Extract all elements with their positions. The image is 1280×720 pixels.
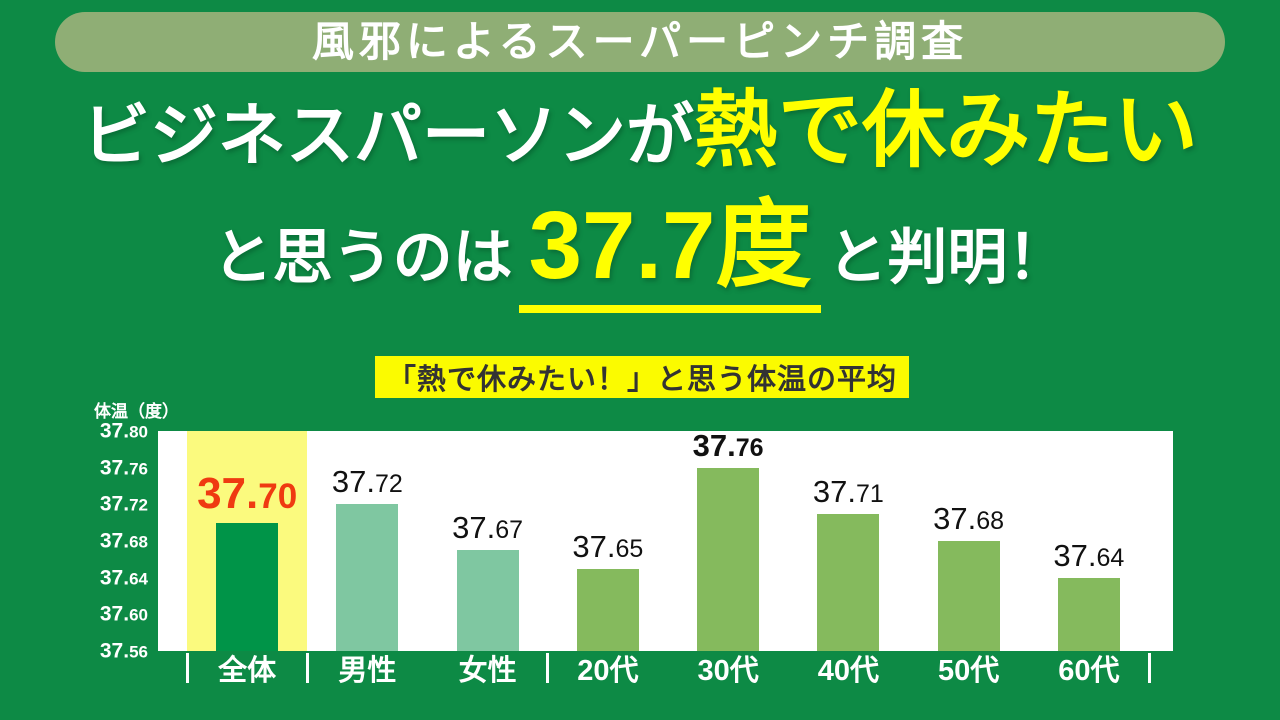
value-label-全体: 37.70 xyxy=(197,468,298,518)
survey-banner-label: 風邪によるスーパーピンチ調査 xyxy=(311,18,969,65)
headline-line2-post: と判明！ xyxy=(827,224,1068,291)
bar-60代 xyxy=(1057,577,1120,651)
x-axis-label-50代: 50代 xyxy=(937,655,1000,687)
bar-全体 xyxy=(216,522,279,651)
x-axis-label-女性: 女性 xyxy=(458,655,517,687)
y-axis-unit-label: 体温（度） xyxy=(94,402,179,421)
y-axis-labels: 37.80 37.76 37.72 37.68 37.64 37.60 37.56 xyxy=(0,421,148,662)
axis-group-tick xyxy=(546,653,550,683)
chart-column-40代: 37.71 xyxy=(788,431,908,651)
headline: ビジネスパーソンが熱で休みたい と思うのは 37.7度 と判明！ xyxy=(0,88,1280,313)
y-axis-tick-label: 37.76 xyxy=(99,456,148,480)
bars-zone: 37.70 37.72 37.67 37.65 37.76 37.71 37.68 37.64 xyxy=(187,427,1149,651)
y-axis-tick-label: 37.64 xyxy=(99,566,148,590)
value-label-女性: 37.67 xyxy=(452,510,524,546)
x-axis-label-30代: 30代 xyxy=(697,655,759,687)
x-axis-label-全体: 全体 xyxy=(218,655,277,687)
bar-50代 xyxy=(937,541,1000,651)
headline-line1-highlight: 熱で休みたい xyxy=(694,83,1199,177)
axis-group-tick xyxy=(1147,653,1151,683)
x-axis-label-20代: 20代 xyxy=(577,655,639,687)
chart-column-50代: 37.68 xyxy=(909,431,1029,651)
headline-line1-white: ビジネスパーソンが xyxy=(81,98,694,174)
bar-20代 xyxy=(576,568,639,651)
chart-column-全体: 37.70 xyxy=(187,431,308,651)
y-axis-tick-label: 37.72 xyxy=(99,492,148,516)
axis-group-tick xyxy=(305,653,309,683)
headline-line2-pre: と思うのは xyxy=(212,224,513,291)
x-axis-label-40代: 40代 xyxy=(817,655,879,687)
headline-temperature-value: 37.7度 xyxy=(518,192,822,313)
bar-40代 xyxy=(817,513,880,651)
x-axis-label-男性: 男性 xyxy=(338,655,397,687)
chart-column-女性: 37.67 xyxy=(428,431,548,651)
y-axis-tick-label: 37.60 xyxy=(99,602,148,626)
chart-column-男性: 37.72 xyxy=(307,431,427,651)
y-axis-tick-label: 37.80 xyxy=(99,419,148,443)
y-axis-tick-label: 37.68 xyxy=(99,529,148,553)
value-label-20代: 37.65 xyxy=(572,528,644,564)
bar-男性 xyxy=(336,504,399,651)
value-label-60代: 37.64 xyxy=(1053,537,1125,573)
axis-group-tick xyxy=(185,653,189,683)
value-label-40代: 37.71 xyxy=(812,473,884,509)
value-label-男性: 37.72 xyxy=(331,464,403,500)
headline-line1: ビジネスパーソンが熱で休みたい xyxy=(0,88,1280,172)
chart-column-30代: 37.76 xyxy=(668,427,788,651)
value-label-50代: 37.68 xyxy=(933,501,1005,536)
value-label-30代: 37.76 xyxy=(692,427,764,463)
bar-30代 xyxy=(697,467,760,651)
bar-女性 xyxy=(456,550,519,651)
survey-banner: 風邪によるスーパーピンチ調査 xyxy=(55,12,1225,72)
y-axis-tick-label: 37.56 xyxy=(99,639,148,663)
x-axis: 全体 男性 女性 20代 30代 40代 50代 60代 xyxy=(185,651,1151,693)
x-axis-label-60代: 60代 xyxy=(1058,655,1120,687)
chart-column-60代: 37.64 xyxy=(1029,431,1149,651)
chart-column-20代: 37.65 xyxy=(548,431,668,651)
plot-area: 37.70 37.72 37.67 37.65 37.76 37.71 37.68 37.64 xyxy=(158,427,1173,651)
chart-title-box: 「熱で休みたい！」と思う体温の平均 xyxy=(375,356,909,398)
headline-line2: と思うのは 37.7度 と判明！ xyxy=(0,192,1280,313)
chart-title-label: 「熱で休みたい！」と思う体温の平均 xyxy=(386,364,897,396)
